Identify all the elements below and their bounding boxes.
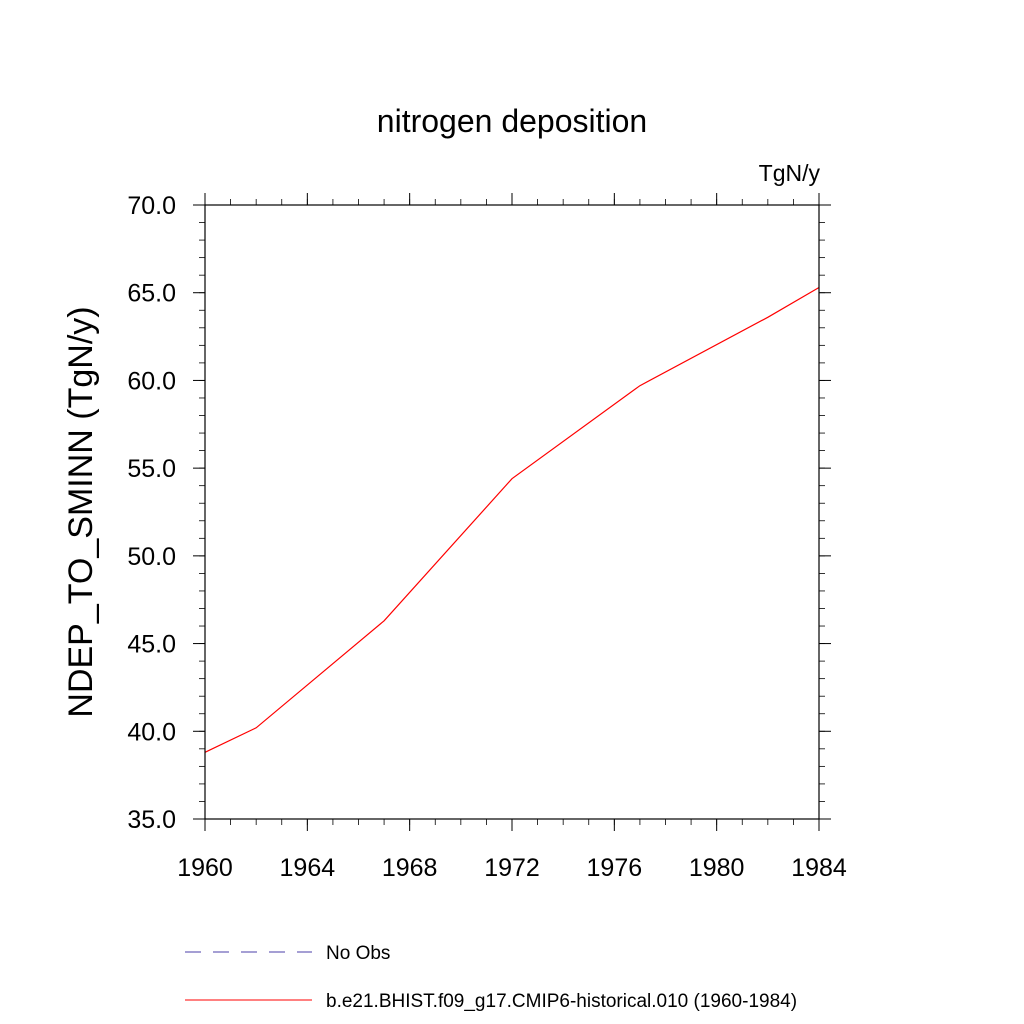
units-label: TgN/y: [759, 160, 821, 186]
legend: No Obs b.e21.BHIST.f09_g17.CMIP6-historic…: [185, 943, 797, 1012]
x-tick-label: 1960: [177, 854, 233, 882]
chart-title: nitrogen deposition: [377, 103, 647, 139]
y-tick-labels: 35.0 40.0 45.0 50.0 55.0 60.0 65.0 70.0: [127, 192, 176, 834]
y-tick-label: 40.0: [127, 718, 176, 746]
legend-label: No Obs: [326, 943, 390, 964]
series-line: [204, 286, 820, 753]
legend-label: b.e21.BHIST.f09_g17.CMIP6-historical.010…: [326, 991, 797, 1012]
y-tick-label: 60.0: [127, 367, 176, 395]
y-tick-label: 70.0: [127, 192, 176, 220]
y-tick-label: 50.0: [127, 543, 176, 571]
y-tick-label: 65.0: [127, 280, 176, 308]
x-tick-label: 1964: [280, 854, 336, 882]
y-tick-label: 35.0: [127, 806, 176, 834]
x-tick-label: 1968: [382, 854, 438, 882]
x-tick-label: 1980: [689, 854, 745, 882]
x-tick-label: 1984: [791, 854, 847, 882]
series-lines: [204, 286, 820, 753]
x-tick-labels: 1960 1964 1968 1972 1976 1980 1984: [177, 854, 847, 882]
x-tick-label: 1972: [484, 854, 540, 882]
y-axis-label: NDEP_TO_SMINN (TgN/y): [62, 306, 100, 717]
plot-frame: [204, 204, 820, 820]
y-tick-label: 55.0: [127, 455, 176, 483]
y-tick-label: 45.0: [127, 631, 176, 659]
axis-ticks: [193, 193, 831, 831]
x-tick-label: 1976: [587, 854, 643, 882]
